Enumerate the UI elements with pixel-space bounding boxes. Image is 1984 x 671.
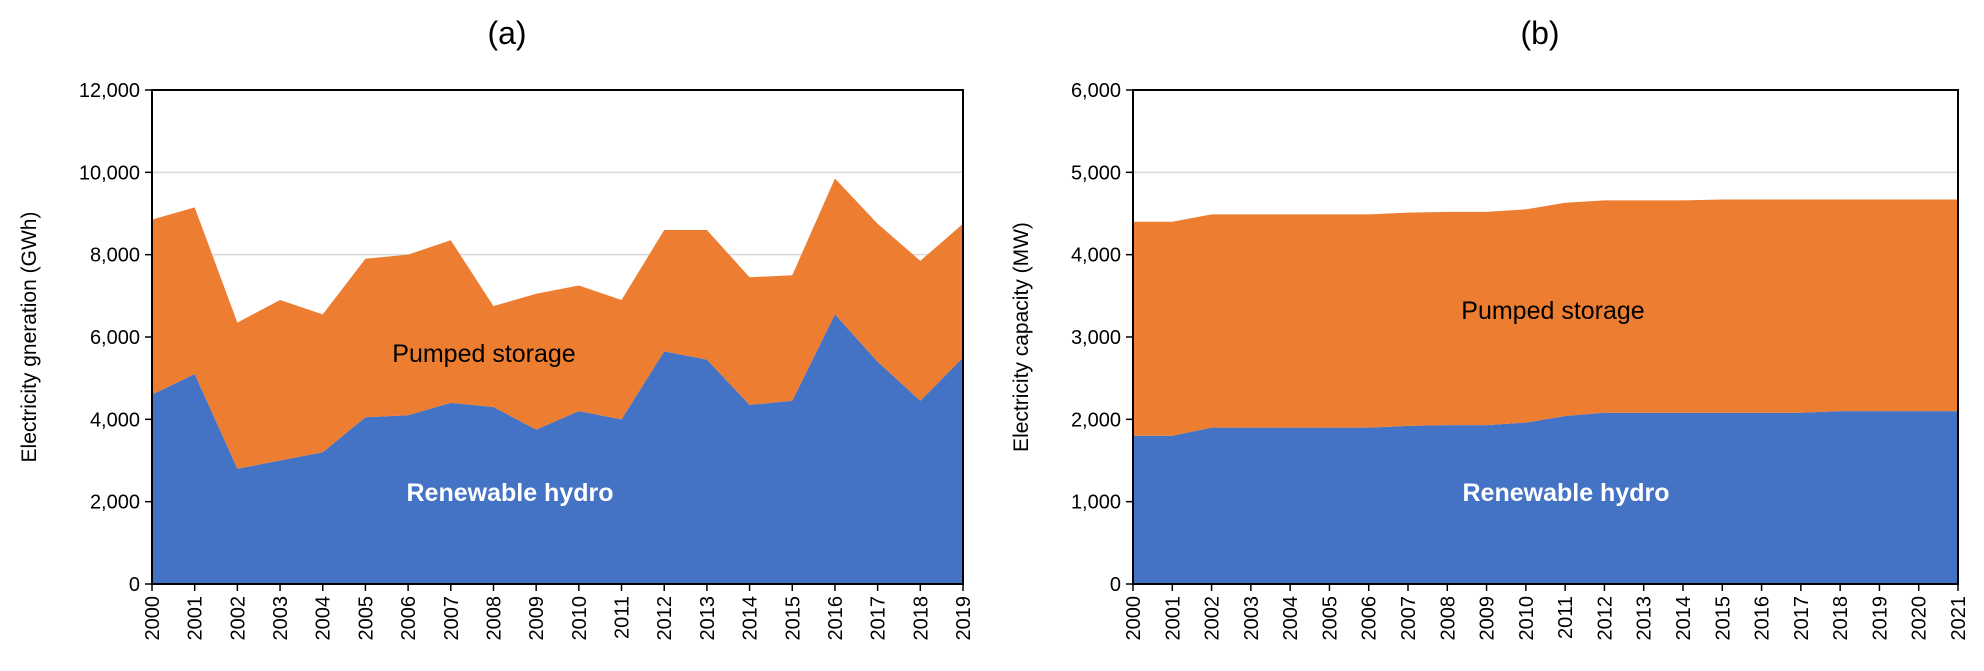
renewable-hydro-label: Renewable hydro [1463, 479, 1670, 507]
y-tick-label: 0 [1110, 574, 1121, 596]
pumped-storage-label: Pumped storage [1461, 297, 1644, 325]
x-tick-label: 2010 [569, 596, 591, 641]
y-axis-title: Electricity gneration (GWh) [18, 212, 41, 463]
x-tick-label: 2012 [1594, 596, 1616, 641]
pumped-storage-label: Pumped storage [392, 340, 575, 368]
x-tick-label: 2013 [1634, 596, 1656, 641]
pumped-storage-area [1133, 199, 1958, 436]
x-tick-label: 2014 [740, 596, 762, 641]
x-tick-label: 2011 [612, 596, 634, 639]
x-tick-label: 2006 [398, 596, 420, 641]
y-tick-label: 4,000 [1071, 245, 1121, 267]
x-tick-label: 2021 [1948, 596, 1970, 641]
x-tick-label: 2000 [1123, 596, 1145, 641]
x-tick-label: 2012 [654, 596, 676, 641]
x-tick-label: 2005 [355, 596, 377, 641]
x-tick-label: 2006 [1359, 596, 1381, 641]
y-tick-label: 8,000 [90, 245, 140, 267]
x-tick-label: 2016 [825, 596, 847, 641]
renewable-hydro-area [1133, 411, 1958, 584]
x-tick-label: 2018 [910, 596, 932, 641]
x-tick-label: 2017 [868, 596, 890, 641]
x-tick-label: 2014 [1673, 596, 1695, 641]
x-tick-label: 2015 [782, 596, 804, 641]
x-tick-label: 2010 [1516, 596, 1538, 641]
panel-title: (a) [487, 15, 526, 51]
y-tick-label: 2,000 [90, 492, 140, 514]
y-tick-label: 6,000 [90, 327, 140, 349]
x-tick-label: 2020 [1909, 596, 1931, 641]
x-tick-label: 2001 [1162, 596, 1184, 641]
x-tick-label: 2008 [483, 596, 505, 641]
y-tick-label: 1,000 [1071, 492, 1121, 514]
y-tick-label: 10,000 [79, 162, 140, 184]
x-tick-label: 2004 [313, 596, 335, 641]
x-tick-label: 2019 [1869, 596, 1891, 641]
x-tick-label: 2003 [1241, 596, 1263, 641]
x-tick-label: 2008 [1437, 596, 1459, 641]
x-tick-label: 2009 [526, 596, 548, 641]
x-tick-label: 2016 [1752, 596, 1774, 641]
pumped-storage-area [152, 178, 963, 469]
x-tick-label: 2009 [1477, 596, 1499, 641]
x-tick-label: 2017 [1791, 596, 1813, 641]
x-tick-label: 2001 [185, 596, 207, 641]
y-tick-label: 12,000 [79, 80, 140, 102]
x-tick-label: 2003 [270, 596, 292, 641]
x-tick-label: 2000 [142, 596, 164, 641]
y-tick-label: 6,000 [1071, 80, 1121, 102]
x-tick-label: 2013 [697, 596, 719, 641]
x-tick-label: 2002 [227, 596, 249, 641]
x-tick-label: 2018 [1830, 596, 1852, 641]
x-tick-label: 2007 [441, 596, 463, 641]
x-tick-label: 2019 [953, 596, 975, 641]
x-tick-label: 2002 [1202, 596, 1224, 641]
y-tick-label: 5,000 [1071, 162, 1121, 184]
x-tick-label: 2007 [1398, 596, 1420, 641]
panel-title: (b) [1520, 15, 1559, 51]
y-tick-label: 3,000 [1071, 327, 1121, 349]
renewable-hydro-area [152, 314, 963, 584]
y-axis-title: Electricity capacity (MW) [1010, 222, 1033, 452]
x-tick-label: 2005 [1319, 596, 1341, 641]
y-tick-label: 0 [129, 574, 140, 596]
y-tick-label: 2,000 [1071, 409, 1121, 431]
x-tick-label: 2004 [1280, 596, 1302, 641]
x-tick-label: 2015 [1712, 596, 1734, 641]
x-tick-label: 2011 [1555, 596, 1577, 639]
y-tick-label: 4,000 [90, 409, 140, 431]
renewable-hydro-label: Renewable hydro [407, 479, 614, 507]
